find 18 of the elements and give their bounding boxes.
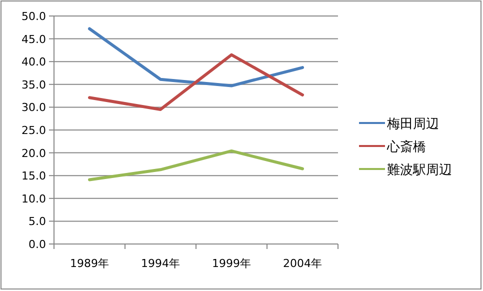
y-tick-label: 30.0 <box>22 101 46 114</box>
legend-label: 心斎橋 <box>386 139 426 155</box>
y-tick-label: 35.0 <box>22 78 46 92</box>
x-tick-label: 2004年 <box>283 257 322 270</box>
x-tick-label: 1999年 <box>212 257 251 270</box>
legend-label: 梅田周辺 <box>386 117 439 132</box>
y-tick-label: 5.0 <box>28 215 46 228</box>
x-tick-label: 1994年 <box>141 257 180 270</box>
y-tick-label: 10.0 <box>22 192 46 206</box>
x-tick-label: 1989年 <box>70 257 109 270</box>
y-tick-label: 15.0 <box>22 170 46 183</box>
legend-label: 難波駅周辺 <box>387 163 452 178</box>
y-tick-label: 40.0 <box>22 56 46 69</box>
y-tick-label: 50.0 <box>22 10 46 23</box>
y-tick-label: 20.0 <box>22 146 46 160</box>
y-tick-label: 0.0 <box>28 238 46 251</box>
y-tick-label: 45.0 <box>22 32 46 46</box>
y-tick-label: 25.0 <box>22 124 46 137</box>
